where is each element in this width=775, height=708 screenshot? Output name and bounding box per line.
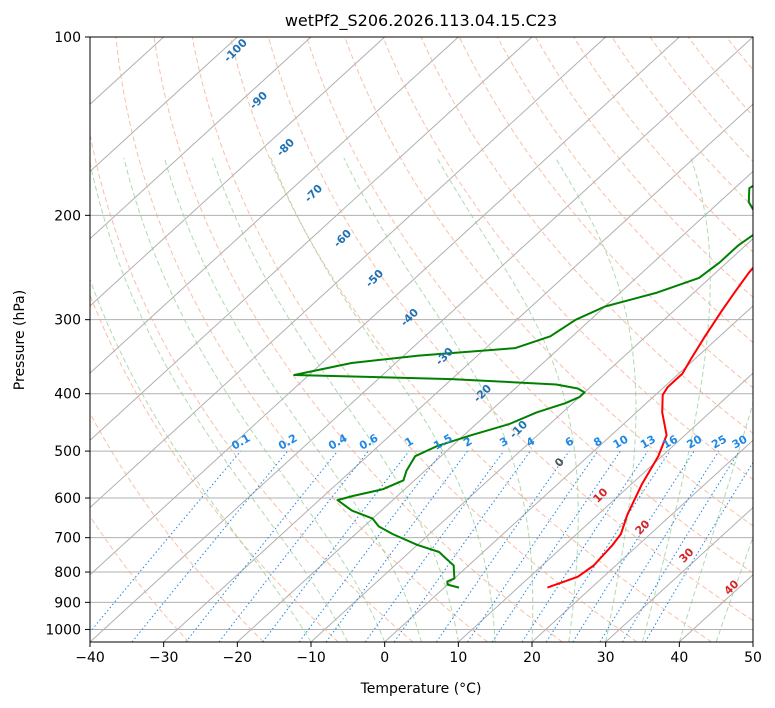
dry-adiabat-line xyxy=(420,37,753,435)
mixing-ratio-line xyxy=(325,450,468,642)
isotherm-line xyxy=(90,37,459,374)
moist-adiabat-line xyxy=(211,157,459,642)
x-tick-label: −10 xyxy=(296,650,326,666)
x-tick-label: 0 xyxy=(380,650,389,666)
mixing-ratio-line xyxy=(521,450,649,642)
dewpoint-profile-line xyxy=(293,184,753,589)
moist-adiabat-line xyxy=(642,157,711,642)
moist-adiabat-line xyxy=(90,160,349,642)
x-tick-label: 40 xyxy=(670,650,688,666)
moist-adiabat-line xyxy=(436,157,579,642)
chart-title: wetPf2_S206.2026.113.04.15.C23 xyxy=(285,11,557,31)
y-tick-label: 1000 xyxy=(45,622,81,638)
y-tick-label: 700 xyxy=(54,531,81,547)
isotherm-line xyxy=(90,37,680,576)
mixing-ratio-label: 36 xyxy=(750,432,770,451)
isotherm-line xyxy=(163,103,753,642)
isotherm-line xyxy=(90,37,533,442)
dry-adiabat-line xyxy=(344,37,753,527)
dry-adiabat-line xyxy=(115,37,488,642)
mixing-ratio-line xyxy=(90,450,242,633)
y-axis-label: Pressure (hPa) xyxy=(12,290,28,390)
mixing-ratio-line xyxy=(467,450,599,642)
moist-adiabat-line xyxy=(270,157,496,642)
x-tick-label: −30 xyxy=(149,650,179,666)
x-tick-label: 10 xyxy=(449,650,467,666)
dry-adiabat-line xyxy=(90,131,414,642)
x-tick-label: −40 xyxy=(75,650,105,666)
mixing-ratio-line xyxy=(435,450,570,642)
y-tick-label: 600 xyxy=(54,491,81,507)
dry-adiabat-line xyxy=(229,37,712,642)
isotherm-line xyxy=(457,372,753,642)
mixing-ratio-line xyxy=(364,450,505,642)
mixing-ratio-line xyxy=(491,450,621,642)
isotherm-line xyxy=(90,37,607,509)
isotherm-line xyxy=(531,439,753,642)
isotherm-line xyxy=(236,170,753,642)
isotherm-line xyxy=(90,37,753,642)
x-tick-label: −20 xyxy=(223,650,253,666)
mixing-ratio-line xyxy=(131,450,288,642)
y-tick-label: 400 xyxy=(54,387,81,403)
y-tick-label: 800 xyxy=(54,565,81,581)
x-tick-label: 20 xyxy=(523,650,541,666)
x-tick-label: 50 xyxy=(744,650,762,666)
dry-adiabat-line xyxy=(90,412,264,642)
mixing-ratio-line xyxy=(262,450,410,642)
isotherm-line xyxy=(90,37,386,307)
dry-adiabat-line xyxy=(191,37,638,642)
isotherm-line xyxy=(90,37,238,173)
temperature-profile-line xyxy=(547,266,753,589)
mixing-ratio-line xyxy=(393,450,531,642)
y-tick-label: 200 xyxy=(54,208,81,224)
dry-adiabat-line xyxy=(268,37,753,622)
dry-adiabat-line xyxy=(382,37,753,481)
mixing-ratio-line xyxy=(572,450,695,642)
plot-frame xyxy=(89,36,754,643)
moist-adiabat-line xyxy=(163,157,422,642)
mixing-ratio-line xyxy=(185,450,338,642)
y-tick-label: 500 xyxy=(54,444,81,460)
moist-adiabat-line xyxy=(678,401,753,642)
moist-adiabat-line xyxy=(555,157,637,642)
isotherm-line xyxy=(90,37,312,240)
dry-adiabat-line xyxy=(496,37,753,344)
dry-adiabat-line xyxy=(535,37,753,298)
moist-adiabat-line xyxy=(123,157,386,642)
moist-adiabat-line xyxy=(715,535,753,642)
mixing-ratio-line xyxy=(298,450,444,642)
x-axis-label: Temperature (°C) xyxy=(360,681,482,697)
y-tick-label: 100 xyxy=(54,30,81,46)
y-tick-label: 300 xyxy=(54,313,81,329)
isotherm-line xyxy=(605,506,753,642)
dry-adiabat-line xyxy=(306,37,753,574)
isotherm-line xyxy=(384,305,753,642)
y-tick-label: 900 xyxy=(54,595,81,611)
x-tick-label: 30 xyxy=(597,650,615,666)
mixing-ratio-line xyxy=(621,450,740,642)
